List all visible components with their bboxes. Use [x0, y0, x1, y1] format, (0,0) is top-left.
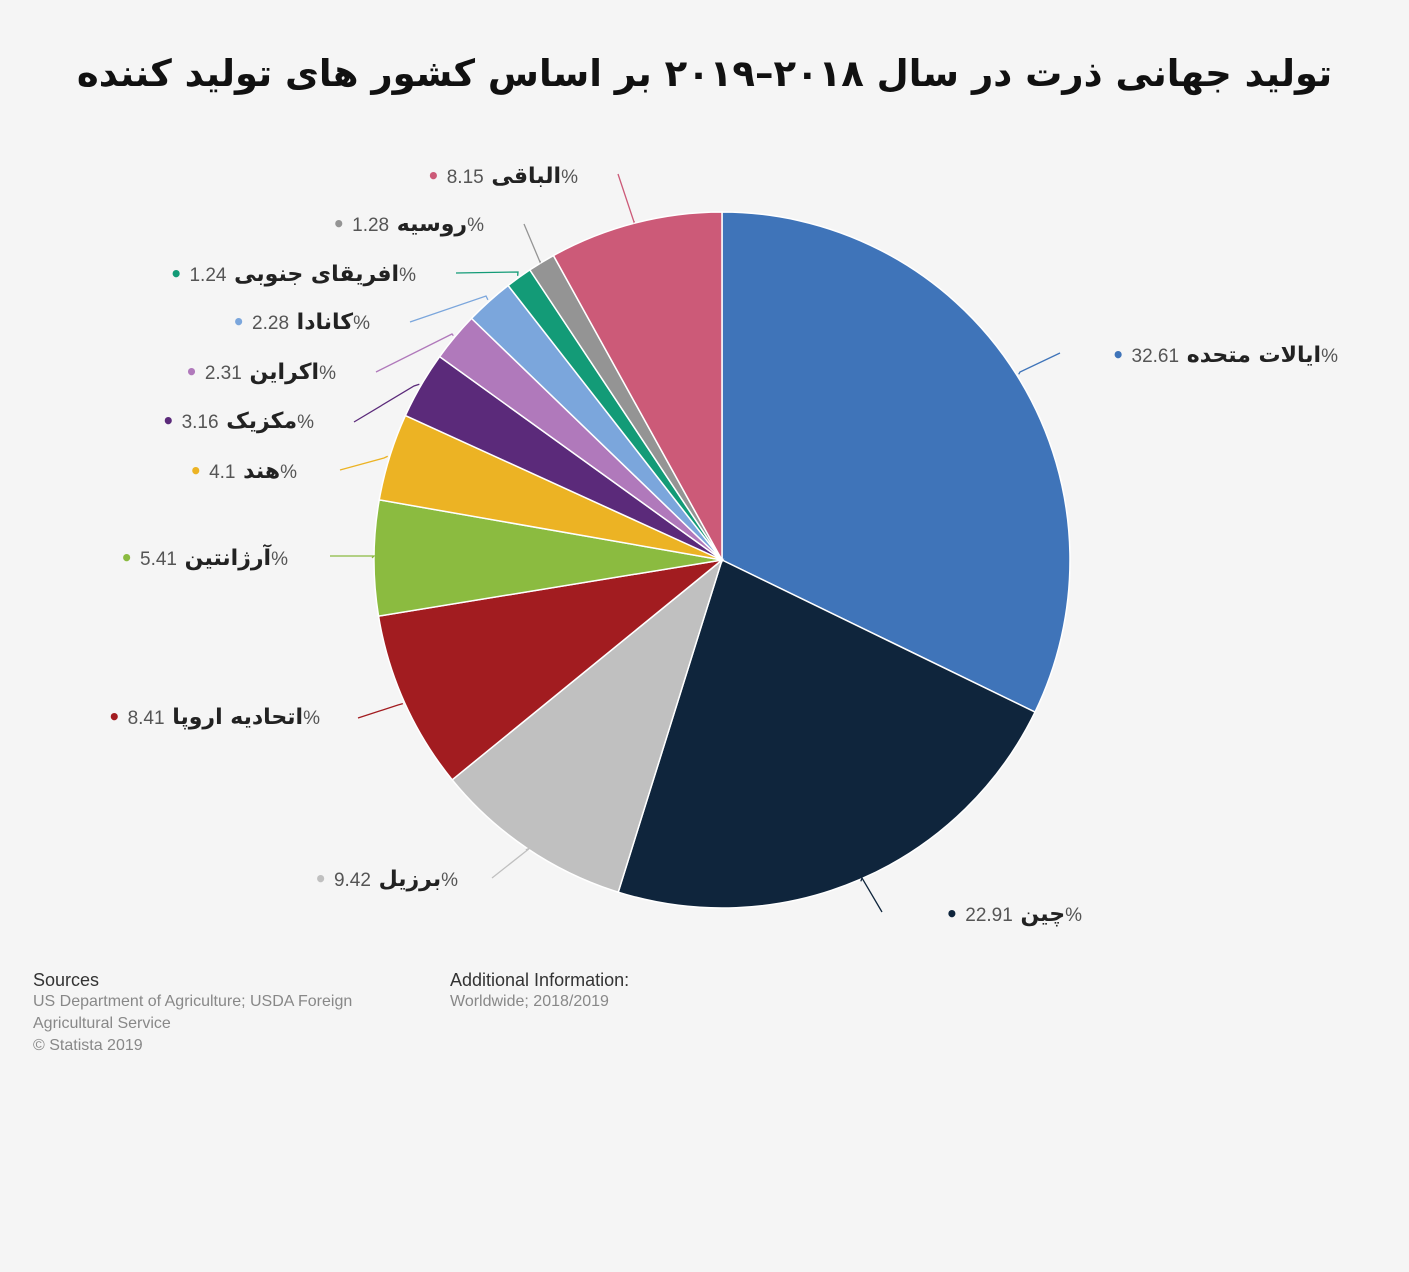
slice-label: • ایالات متحده 32.61% — [1112, 343, 1338, 368]
leader-line — [455, 271, 519, 276]
slice-label: • آرژانتین 5.41% — [120, 543, 288, 571]
legend-dot-icon: • — [185, 360, 205, 384]
pie-chart: • ایالات متحده 32.61%• چین 22.91%• برزیل… — [108, 164, 1338, 927]
legend-dot-icon: • — [108, 705, 128, 729]
leader-line — [860, 876, 883, 913]
leader-line — [339, 455, 388, 471]
leader-line — [523, 223, 542, 264]
slice-label: • هند 4.1% — [189, 459, 297, 484]
additional-info-line: Worldwide; 2018/2019 — [450, 993, 609, 1010]
slice-name: ایالات متحده — [1179, 343, 1321, 368]
leader-line — [353, 383, 420, 423]
pie-slice — [721, 211, 1071, 714]
chart-title: تولید جهانی ذرت در سال ۲۰۱۸–۲۰۱۹ بر اساس… — [76, 52, 1333, 95]
pie-slice — [552, 211, 723, 563]
pie-slice — [377, 558, 725, 781]
legend-dot-icon: • — [427, 164, 447, 188]
slice-name: روسیه — [389, 212, 467, 237]
additional-info-block: Additional Information: Worldwide; 2018/… — [450, 969, 770, 1013]
leader-line — [357, 702, 403, 719]
slice-label: • افریقای جنوبی 1.24% — [170, 262, 416, 287]
legend-dot-icon: • — [1112, 343, 1132, 367]
slice-label: • الباقی 8.15% — [427, 164, 578, 189]
leader-line — [1018, 352, 1061, 375]
slice-name: الباقی — [484, 164, 561, 189]
leader-line — [330, 555, 376, 559]
sources-line: Agricultural Service — [33, 1015, 171, 1032]
copyright-line: © Statista 2019 — [33, 1037, 143, 1054]
additional-info-heading: Additional Information: — [450, 970, 630, 990]
leader-line — [375, 333, 454, 373]
leader-line — [491, 847, 531, 879]
sources-block: Sources US Department of Agriculture; US… — [33, 969, 413, 1057]
slice-label: • چین 22.91% — [946, 902, 1083, 927]
slice-label: • روسیه 1.28% — [332, 212, 484, 237]
legend-dot-icon: • — [162, 409, 182, 433]
leader-line — [617, 173, 636, 224]
slice-name: هند — [235, 459, 280, 484]
slice-name: افریقای جنوبی — [226, 262, 399, 287]
slice-name: چین — [1013, 902, 1065, 927]
slice-label: • کانادا 2.28% — [232, 310, 370, 335]
slice-name: مکزیک — [219, 409, 298, 434]
legend-dot-icon: • — [189, 459, 209, 483]
sources-heading: Sources — [33, 970, 100, 990]
slice-name: اکراین — [242, 360, 319, 385]
slice-name: آرژانتین — [177, 543, 272, 571]
pie-slice — [451, 557, 724, 894]
legend-dot-icon: • — [170, 262, 190, 286]
slice-label: • برزیل 9.42% — [314, 867, 458, 892]
slice-name: اتحادیه اروپا — [165, 705, 304, 730]
slice-name: کانادا — [289, 310, 353, 335]
slice-label: • اکراین 2.31% — [185, 360, 336, 385]
slice-name: برزیل — [371, 867, 441, 892]
leader-line — [409, 295, 489, 323]
legend-dot-icon: • — [332, 212, 352, 236]
sources-line: US Department of Agriculture; USDA Forei… — [33, 993, 353, 1010]
legend-dot-icon: • — [120, 546, 140, 570]
pie-slice — [617, 558, 1037, 909]
slice-label: • مکزیک 3.16% — [162, 409, 314, 434]
legend-dot-icon: • — [232, 310, 252, 334]
legend-dot-icon: • — [314, 867, 334, 891]
legend-dot-icon: • — [946, 902, 966, 926]
slice-label: • اتحادیه اروپا 8.41% — [108, 705, 320, 730]
